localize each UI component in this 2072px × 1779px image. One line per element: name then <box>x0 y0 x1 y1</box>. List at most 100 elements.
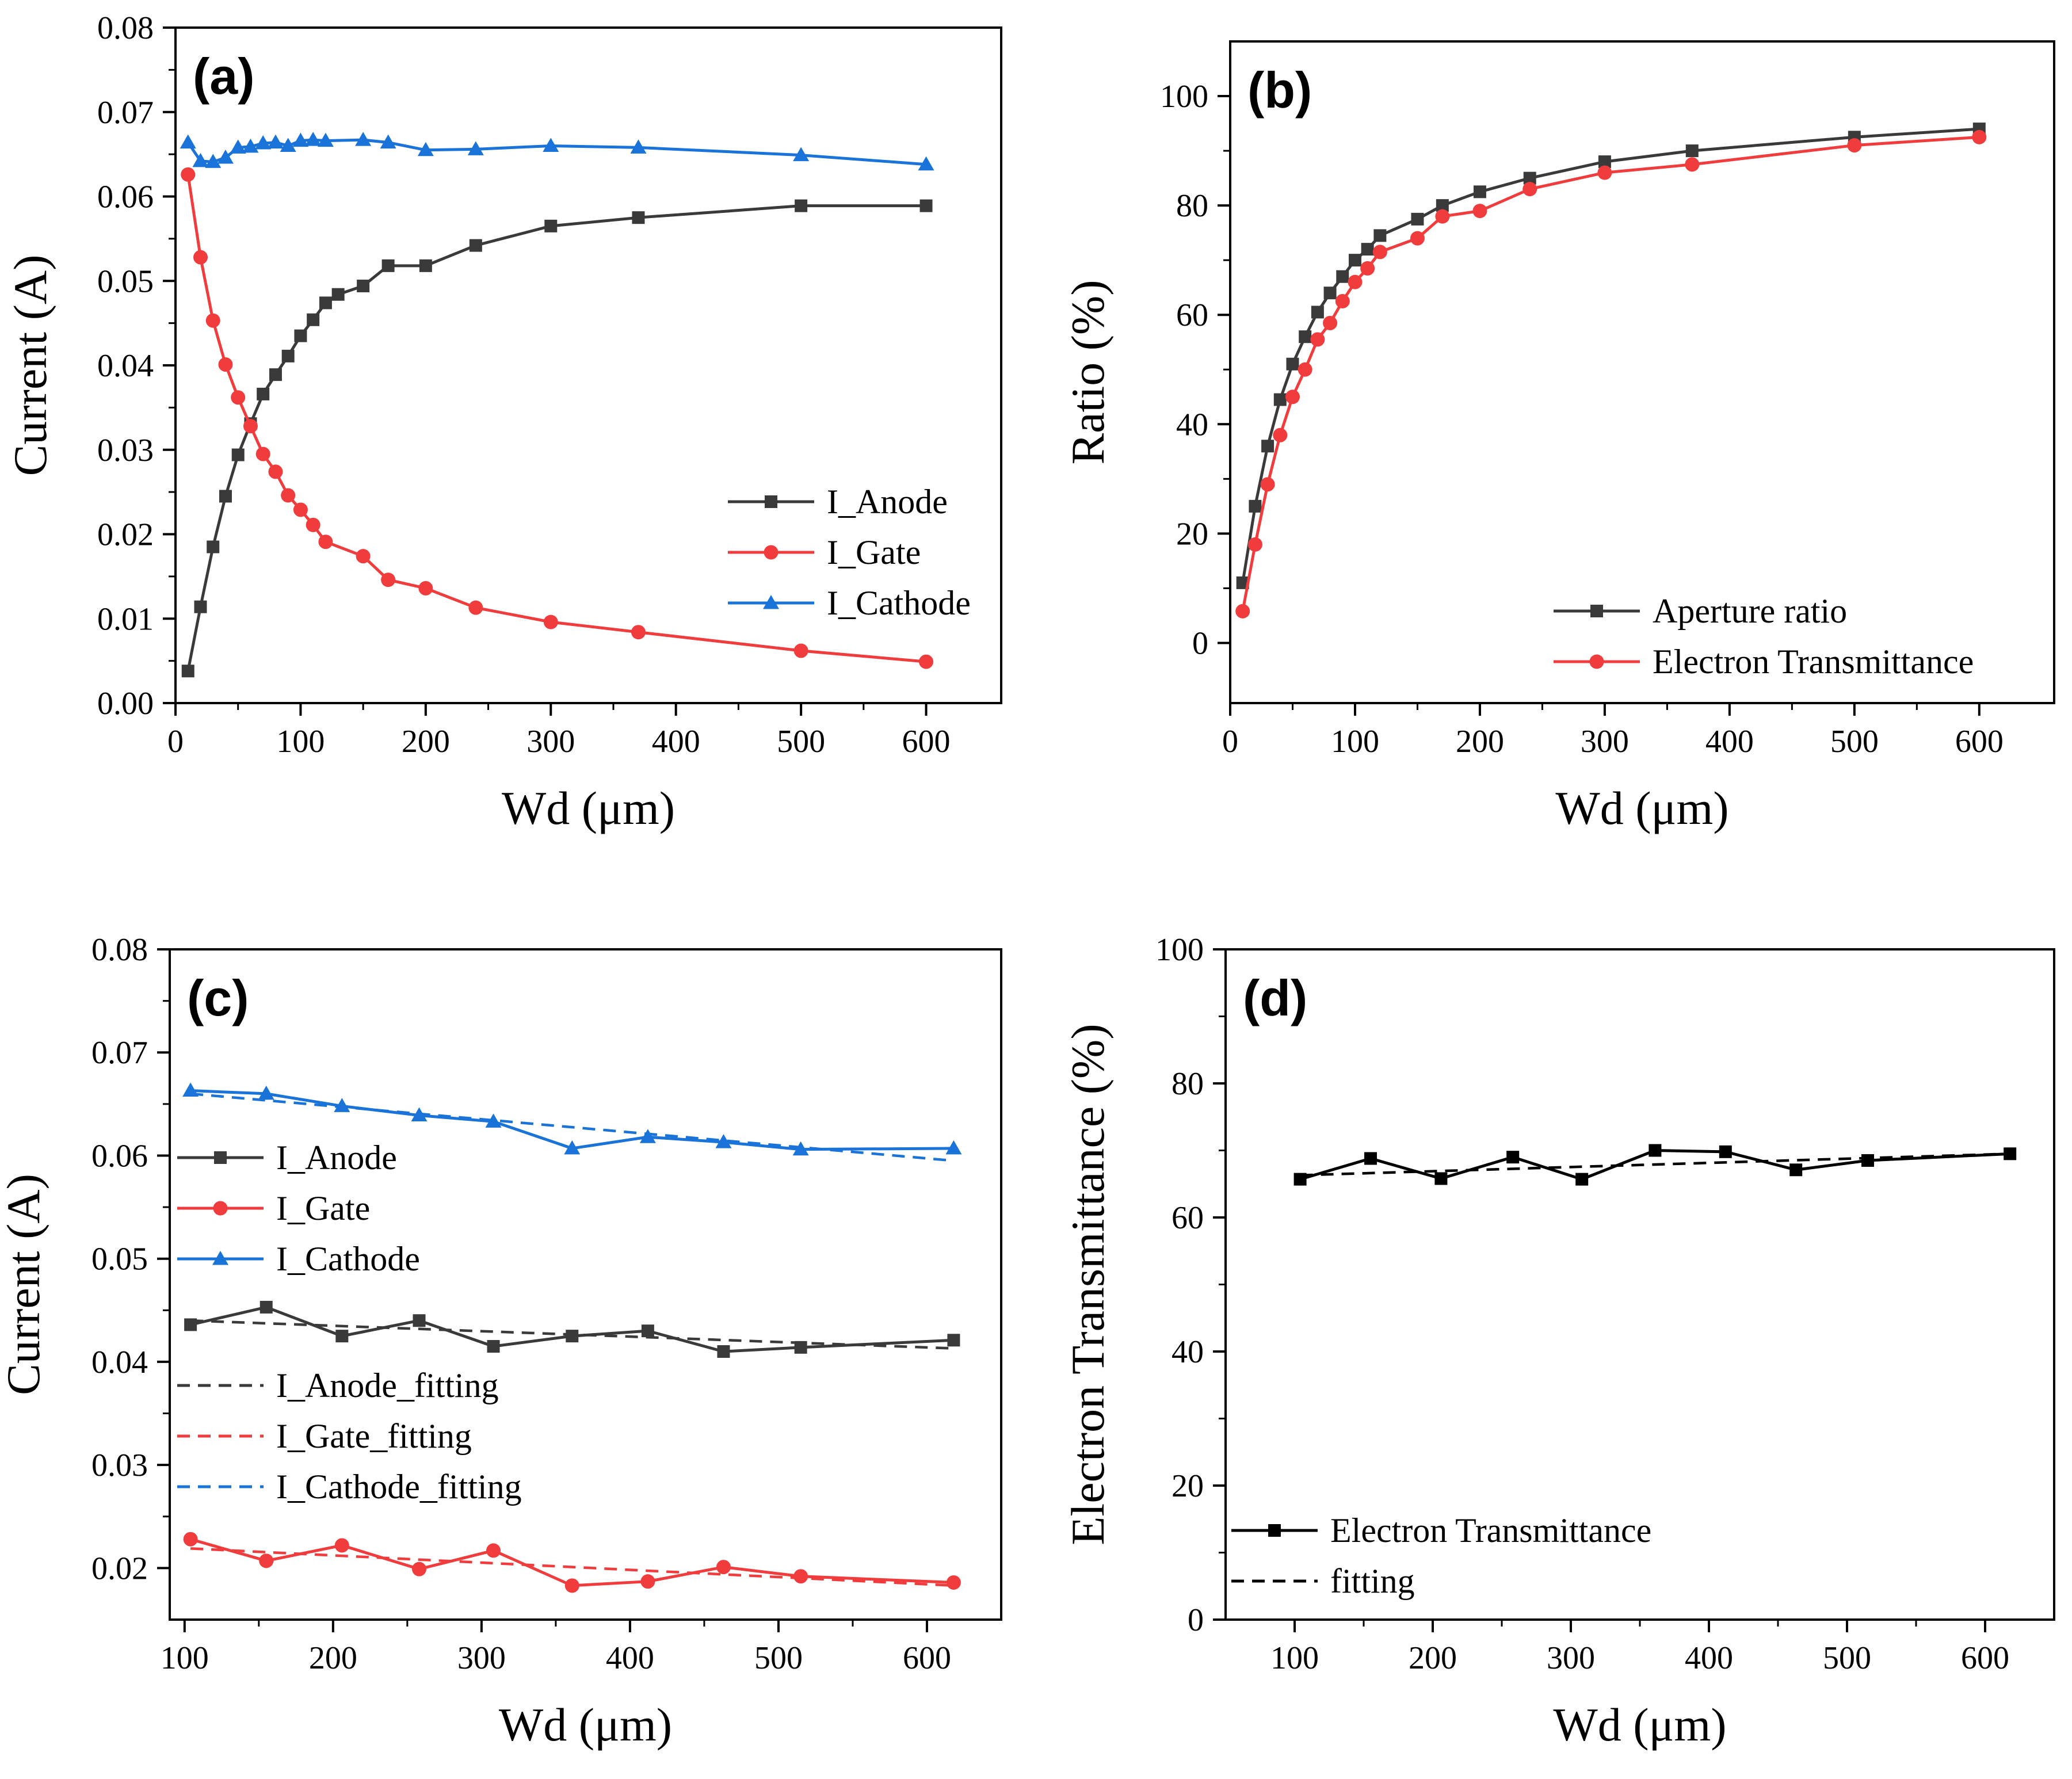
data-point <box>281 349 295 362</box>
panel-label: (c) <box>187 969 249 1026</box>
x-tick-label: 400 <box>606 1640 654 1676</box>
legend-item: I_Anode <box>728 483 948 521</box>
data-point <box>1972 129 1987 144</box>
x-tick-label: 0 <box>167 724 184 759</box>
legend-marker <box>214 1151 227 1164</box>
data-point <box>1323 287 1337 300</box>
data-point <box>1260 477 1275 492</box>
series-line <box>190 1305 954 1353</box>
data-point <box>417 142 434 156</box>
legend-marker <box>765 495 777 508</box>
y-tick-label: 0.04 <box>91 1345 148 1380</box>
legend-marker <box>1590 605 1603 617</box>
data-point <box>947 1334 960 1347</box>
plot-frame <box>1229 40 2055 704</box>
data-point <box>219 490 232 503</box>
data-point <box>180 134 196 149</box>
legend-item: I_Anode <box>177 1139 397 1177</box>
data-point <box>794 1341 807 1354</box>
data-point <box>468 600 483 615</box>
data-point <box>631 625 646 640</box>
y-tick-label: 0.01 <box>97 601 154 637</box>
data-point <box>412 1562 426 1576</box>
y-axis-title: Current (A) <box>4 255 56 476</box>
data-point <box>793 1569 808 1584</box>
y-tick-label: 0.05 <box>91 1242 148 1277</box>
y-tick-label: 0.02 <box>91 1551 148 1586</box>
data-point <box>193 250 208 265</box>
data-point <box>1861 1154 1874 1167</box>
data-point <box>318 535 333 549</box>
series-i-gate-fitting <box>190 1547 954 1587</box>
data-point <box>217 149 234 164</box>
data-point <box>181 665 194 678</box>
legend-item: I_Anode_fitting <box>177 1366 499 1404</box>
legend-label: I_Gate <box>827 533 921 571</box>
legend-item: I_Cathode <box>177 1240 420 1278</box>
data-point <box>639 1129 656 1143</box>
y-tick-label: 0.05 <box>97 264 154 299</box>
data-point <box>1506 1151 1520 1164</box>
data-point <box>1434 1172 1448 1185</box>
y-tick-label: 0.00 <box>97 686 154 721</box>
data-point <box>1285 390 1300 404</box>
data-point <box>192 152 209 167</box>
y-tick-label: 0 <box>1192 625 1208 661</box>
data-point <box>1597 165 1612 180</box>
x-axis-title: Wd (μm) <box>499 1698 672 1751</box>
x-tick-label: 300 <box>457 1640 506 1676</box>
x-tick-label: 200 <box>309 1640 357 1676</box>
data-point <box>1372 245 1387 259</box>
data-point <box>1273 393 1287 406</box>
legend-marker <box>764 545 779 560</box>
data-point <box>269 368 282 381</box>
x-tick-label: 200 <box>1456 724 1504 759</box>
data-point <box>1649 1144 1662 1157</box>
legend-label: I_Cathode <box>827 584 971 622</box>
x-tick-label: 400 <box>652 724 700 759</box>
data-point <box>641 1324 654 1338</box>
data-point <box>334 1538 349 1553</box>
data-point <box>255 135 272 150</box>
data-point <box>1719 1145 1732 1158</box>
series-aperture-ratio <box>1236 123 1986 589</box>
data-point <box>418 581 433 595</box>
data-point <box>181 167 196 182</box>
data-point <box>380 134 396 149</box>
data-point <box>419 259 432 272</box>
data-point <box>564 1140 581 1155</box>
series-line <box>1300 1152 2010 1177</box>
series-line <box>186 174 926 663</box>
data-point <box>1435 209 1450 224</box>
data-point <box>1472 204 1487 219</box>
data-point <box>715 1134 732 1148</box>
data-point <box>1323 315 1338 330</box>
data-point <box>630 139 647 154</box>
y-tick-label: 0.02 <box>97 517 154 553</box>
x-axis-title: Wd (μm) <box>502 782 675 834</box>
data-point <box>1261 440 1275 453</box>
data-point <box>1685 157 1700 172</box>
data-point <box>381 572 396 587</box>
y-tick-label: 0 <box>1188 1602 1204 1638</box>
chart-panel-d: 100 200 300 400 500 600 0 20 40 60 80 100 Wd (μm) Ele… <box>1062 932 2055 1751</box>
data-point <box>260 1300 273 1314</box>
data-point <box>486 1543 501 1558</box>
data-point <box>1789 1163 1803 1177</box>
x-tick-label: 500 <box>754 1640 803 1676</box>
series-line <box>190 1089 954 1151</box>
data-point <box>281 488 296 503</box>
legend-item: Electron Transmittance <box>1231 1511 1651 1549</box>
y-tick-label: 80 <box>1172 1066 1204 1102</box>
legend-label: fitting <box>1330 1562 1415 1600</box>
data-point <box>945 1140 962 1155</box>
series-line <box>1241 127 1979 583</box>
data-point <box>1847 138 1862 153</box>
data-point <box>183 1532 198 1547</box>
data-point <box>306 517 320 532</box>
y-tick-label: 20 <box>1176 516 1208 552</box>
data-point <box>258 1085 274 1100</box>
y-axis-title: Electron Transmittance (%) <box>1062 1024 1114 1545</box>
data-point <box>194 600 207 613</box>
data-point <box>280 138 296 152</box>
